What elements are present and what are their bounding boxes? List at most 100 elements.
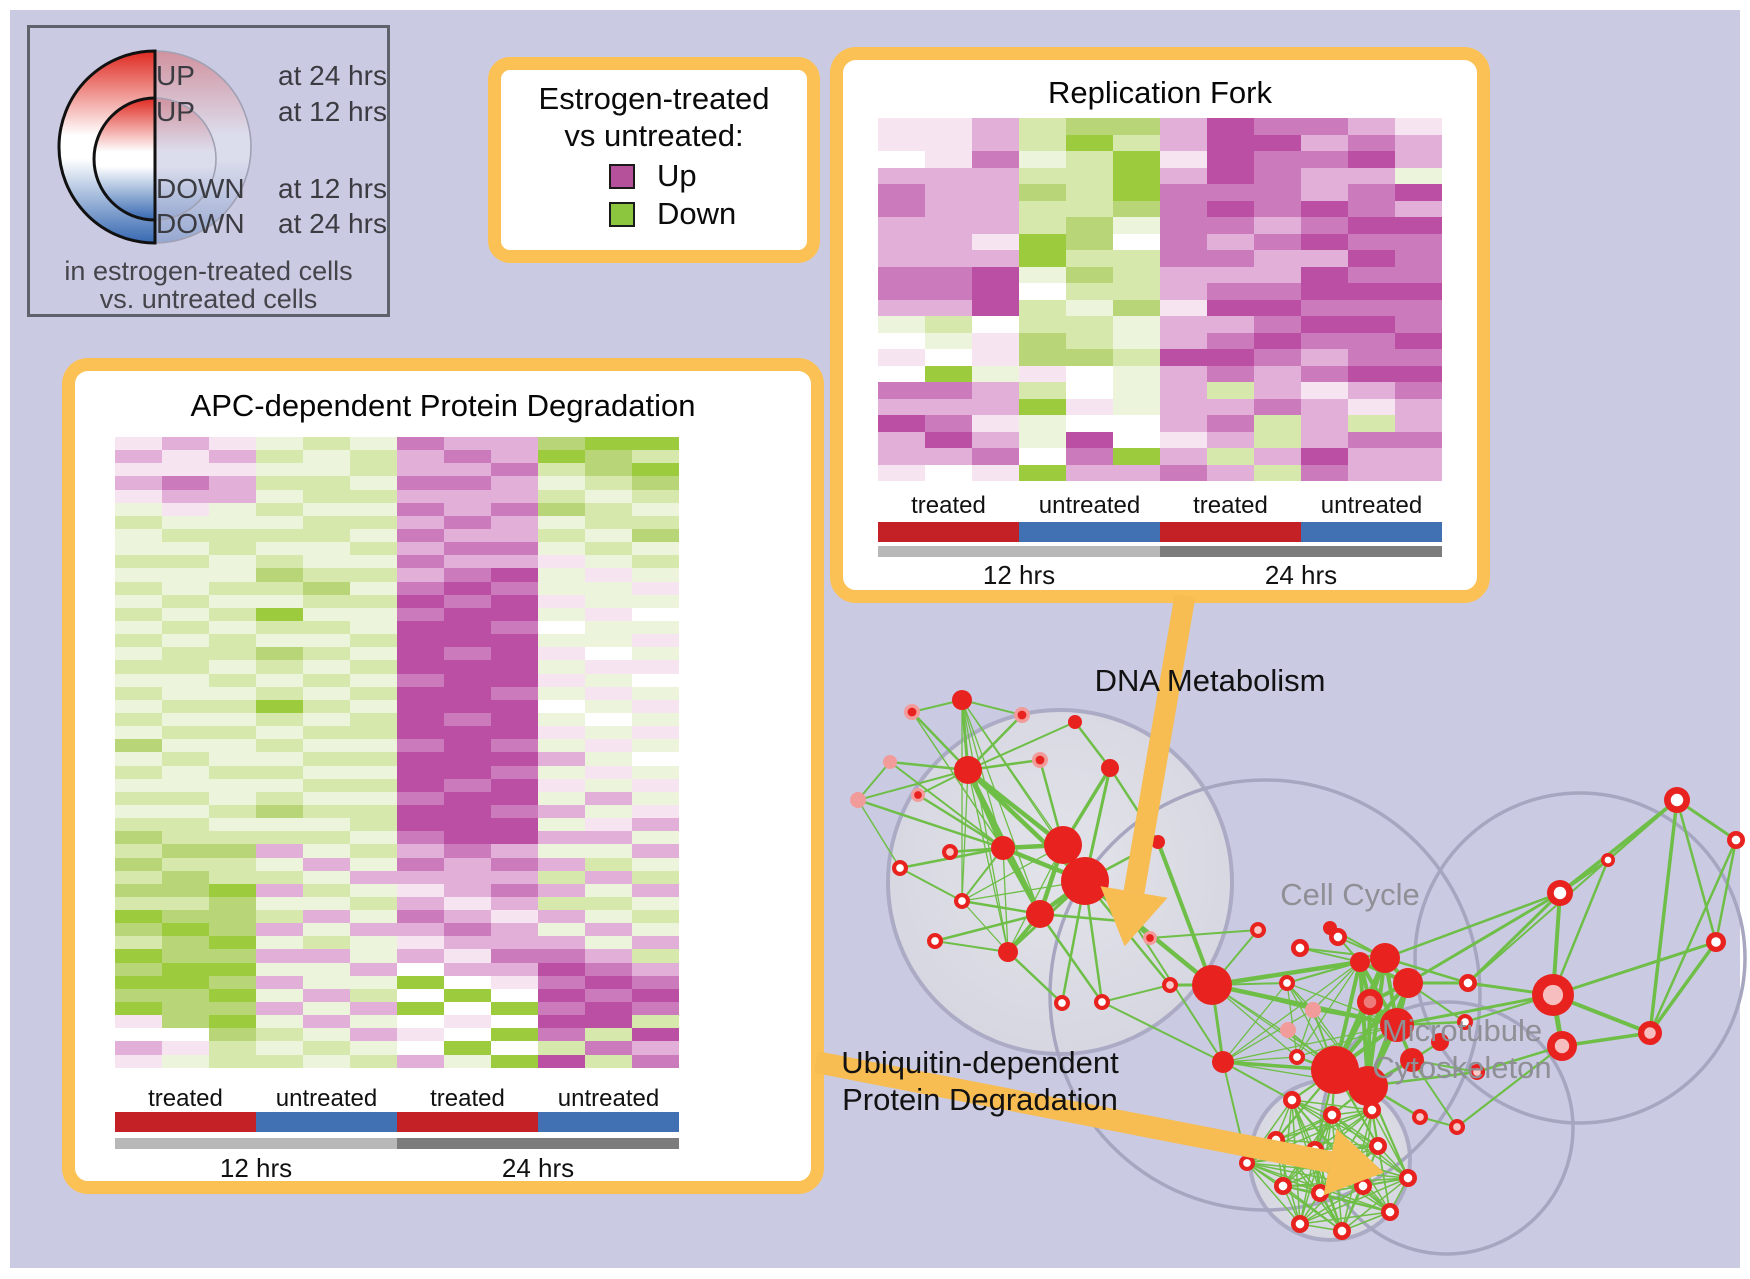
heatmap-cell [1395,266,1442,283]
heatmap-cell [209,463,256,477]
heatmap-cell [1113,184,1160,201]
heatmap-cell [491,686,538,700]
heatmap-cell [1301,349,1348,366]
heatmap-cell [538,936,585,950]
heatmap-cell [972,398,1019,415]
group-label: untreated [1038,492,1141,519]
heatmap-cell [538,594,585,608]
network-edge [1455,1044,1564,1129]
heatmap-cell [256,818,303,832]
heatmap-cell [1066,448,1113,465]
heatmap-cell [585,870,632,884]
network-edge [899,867,963,902]
heatmap-cell [538,581,585,595]
legend-title-line1: Estrogen-treated [538,81,770,116]
heatmap-cell [397,739,444,753]
network-node-a25 [1151,835,1165,849]
heatmap-cell [538,463,585,477]
heatmap-cell [925,266,972,283]
heatmap-cell [350,883,397,897]
heatmap-cell [162,857,209,871]
heatmap-cell [1395,332,1442,349]
heatmap-cell [115,726,162,740]
heatmap-cell [632,437,679,451]
heatmap-cell [162,1041,209,1055]
heatmap-cell [303,804,350,819]
heatmap-cell [209,778,256,792]
heatmap-cell [162,726,209,740]
heatmap-cell [115,634,162,648]
flow-arrow-head [1323,1128,1384,1196]
heatmap-cell [1160,134,1207,151]
heatmap-cell [925,283,972,300]
heatmap-cell [538,765,585,779]
heatmap-cell [538,620,585,635]
heatmap-cell [878,448,925,465]
heatmap-cell [444,1028,491,1042]
heatmap-cell [303,936,350,950]
network-edge [1246,1162,1301,1225]
heatmap-cell [115,647,162,661]
heatmap-cell [444,476,491,490]
heatmap-cell [162,463,209,477]
heatmap-cell [632,818,679,832]
heatmap-cell [1160,266,1207,283]
network-edge [1606,798,1679,862]
heatmap-cell [972,365,1019,382]
untreated-bar-segment [256,1112,397,1132]
heatmap-cell [1019,349,1066,366]
network-edge [1648,940,1718,1035]
heatmap-cell [209,896,256,911]
heatmap-cell [1066,217,1113,234]
heatmap-cell [585,1054,632,1068]
heatmap-cell [972,415,1019,432]
network-edge [961,900,1009,953]
heatmap-cell [397,620,444,635]
heatmap-cell [491,910,538,924]
heatmap-cell [162,870,209,884]
heatmap-cell [115,975,162,989]
heatmap-cell [350,660,397,674]
heatmap-cell [209,791,256,805]
heatmap-cell [256,463,303,477]
heatmap-cell [538,896,585,911]
network-node-center [946,848,954,856]
heatmap-cell [1254,266,1301,283]
heatmap-cell [1160,118,1207,135]
heatmap-cell [1207,283,1254,300]
network-edge [1222,1024,1398,1063]
heatmap-cell [162,988,209,1003]
heatmap-cell [209,910,256,924]
network-edge [1383,891,1562,960]
heatmap-cell [444,988,491,1003]
heatmap-cell [1160,233,1207,250]
heatmap-cell [925,316,972,333]
heatmap-cell [491,739,538,753]
heatmap-cell [491,844,538,858]
heatmap-cell [162,962,209,976]
network-edge [1395,993,1555,1027]
heatmap-cell [397,463,444,477]
network-edge [1291,1099,1373,1111]
heatmap-cell [1301,365,1348,382]
heatmap-cell [1301,266,1348,283]
heatmap-cell [115,778,162,792]
heatmap-cell [538,476,585,490]
heatmap-cell [115,489,162,503]
heatmap-cell [209,752,256,766]
heatmap-cell [115,555,162,569]
heatmap-cell [350,647,397,661]
heatmap-cell [115,739,162,753]
heatmap-cell [444,883,491,897]
heatmap-cell [878,283,925,300]
heatmap-cell [491,581,538,595]
heatmap-cell [491,528,538,543]
heatmap-cell [538,752,585,766]
heatmap-cell [538,975,585,989]
heatmap-cell [115,1054,162,1068]
heatmap-cell [115,791,162,805]
heatmap-cell [397,804,444,819]
heatmap-cell [397,1041,444,1055]
heatmap-cell [303,1028,350,1042]
